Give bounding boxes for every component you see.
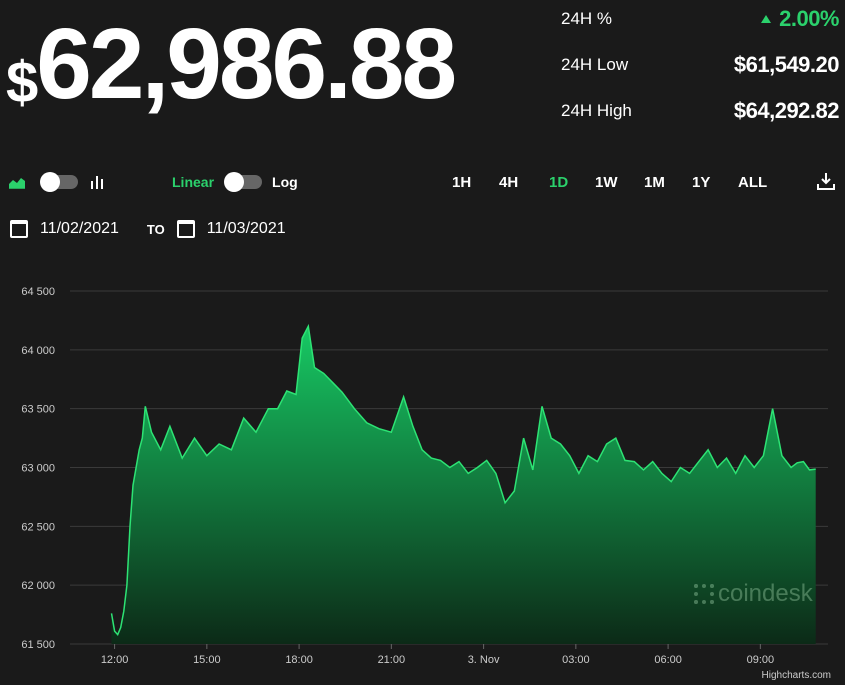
area-chart-icon[interactable] [8,175,26,189]
x-tick-label: 09:00 [747,654,775,666]
range-1m[interactable]: 1M [644,173,665,191]
x-tick-label: 18:00 [285,654,313,666]
range-1h[interactable]: 1H [452,173,472,191]
x-tick-label: 21:00 [378,654,406,666]
range-1y[interactable]: 1Y [692,173,711,191]
y-tick-label: 62 000 [21,580,55,592]
range-all[interactable]: ALL [738,173,768,191]
high-row: 24H High $64,292.82 [561,96,840,126]
y-tick-label: 63 500 [21,404,55,416]
download-icon[interactable] [817,172,835,190]
coindesk-watermark: coindesk [694,580,813,608]
x-tick-label: 03:00 [562,654,590,666]
y-tick-label: 62 500 [21,521,55,533]
price-line [110,323,816,636]
chart-controls: Linear Log 1H 4H 1D 1W 1M 1Y ALL [0,168,845,196]
y-tick-label: 63 000 [21,463,55,475]
x-tick-label: 06:00 [654,654,682,666]
up-arrow-icon [761,15,772,23]
change-value: 2.00% [761,6,839,32]
x-tick-label: 15:00 [193,654,221,666]
log-scale-label[interactable]: Log [272,174,298,190]
change-percent: 2.00% [779,6,839,31]
toggle-knob [224,172,245,192]
date-from[interactable]: 11/02/2021 [40,220,119,237]
x-tick-label: 12:00 [101,654,129,666]
calendar-icon[interactable] [10,220,28,238]
y-tick-label: 64 500 [21,286,55,298]
high-value: $64,292.82 [733,98,840,123]
date-range: 11/02/2021 TO 11/03/2021 [10,216,300,242]
price-area [111,326,816,644]
coindesk-logo-icon [694,584,714,604]
y-tick-label: 64 000 [21,345,55,357]
toggle-knob [40,172,60,192]
y-axis-ticks: 64 500 64 000 63 500 63 000 62 500 62 000 61 5… [21,286,55,651]
price-chart[interactable]: 64 500 64 000 63 500 63 000 62 500 62 000 61 5… [0,270,845,670]
chart-credit[interactable]: Highcharts.com [761,670,831,681]
candlestick-icon[interactable] [90,175,104,189]
y-tick-label: 61 500 [21,639,55,651]
price-value: 62,986.88 [36,8,457,120]
date-to[interactable]: 11/03/2021 [206,220,286,237]
current-price: $ 62,986.88 [6,8,457,120]
low-value: $61,549.20 [733,52,840,77]
date-to-label: TO [146,221,165,237]
change-row: 24H % 2.00% [561,4,839,34]
x-axis-ticks: 12:00 15:00 18:00 21:00 3. Nov 03:00 06:00 09:0… [101,644,774,666]
x-tick-label: 3. Nov [468,654,500,666]
low-label: 24H Low [561,55,629,74]
scale-toggle[interactable] [224,172,263,192]
range-4h[interactable]: 4H [499,173,519,191]
chart-type-control [8,168,104,196]
low-row: 24H Low $61,549.20 [561,50,840,80]
chart-type-toggle[interactable] [40,172,78,192]
linear-scale-label[interactable]: Linear [172,174,215,190]
high-label: 24H High [561,101,632,120]
calendar-icon[interactable] [176,220,195,238]
change-label: 24H % [561,9,613,28]
range-1w[interactable]: 1W [595,173,618,191]
currency-symbol: $ [6,50,38,115]
scale-control: Linear Log [172,168,298,196]
range-1d[interactable]: 1D [549,173,569,191]
watermark-text: coindesk [718,580,813,607]
